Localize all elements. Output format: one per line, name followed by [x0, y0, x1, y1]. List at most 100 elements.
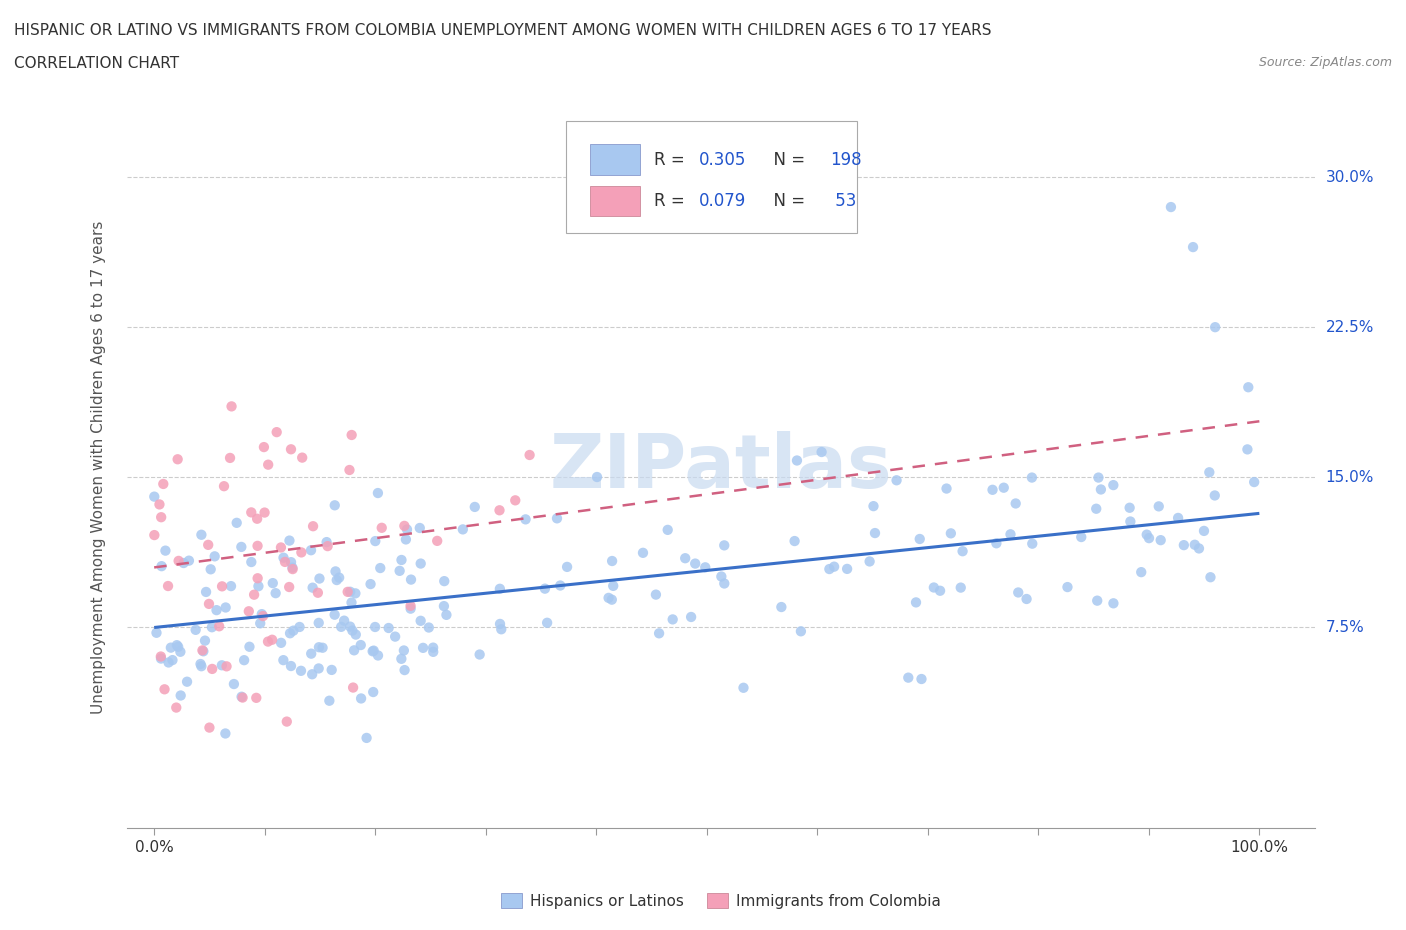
- Point: [250, 606, 273, 621]
- Point: [464, 499, 486, 514]
- Point: [519, 447, 541, 462]
- Point: [488, 503, 510, 518]
- Point: [1000, 527, 1022, 542]
- Point: [231, 689, 253, 704]
- Point: [384, 630, 406, 644]
- Point: [673, 551, 696, 565]
- Text: N =: N =: [763, 151, 811, 168]
- Point: [344, 627, 367, 642]
- Point: [148, 497, 170, 512]
- Point: [339, 619, 361, 634]
- Point: [150, 651, 173, 666]
- Point: [810, 445, 832, 459]
- Point: [1085, 593, 1108, 608]
- Point: [288, 619, 311, 634]
- Point: [418, 620, 440, 635]
- Point: [173, 555, 195, 570]
- Point: [280, 442, 302, 457]
- Point: [339, 584, 361, 599]
- Point: [283, 623, 305, 638]
- Point: [257, 634, 280, 649]
- Point: [281, 560, 304, 575]
- Point: [598, 591, 620, 605]
- Point: [200, 562, 222, 577]
- Point: [273, 653, 295, 668]
- Point: [143, 489, 166, 504]
- Point: [157, 655, 180, 670]
- Point: [489, 617, 512, 631]
- Point: [333, 613, 356, 628]
- Point: [149, 649, 172, 664]
- Point: [433, 574, 456, 589]
- Point: [344, 586, 367, 601]
- Point: [1021, 537, 1043, 551]
- Point: [233, 653, 256, 668]
- Point: [184, 622, 207, 637]
- Point: [1119, 514, 1142, 529]
- Point: [1118, 500, 1140, 515]
- Point: [536, 616, 558, 631]
- Point: [208, 618, 231, 633]
- Point: [253, 505, 276, 520]
- Point: [631, 545, 654, 560]
- Point: [326, 573, 349, 588]
- Point: [395, 522, 418, 537]
- Point: [316, 538, 339, 553]
- Point: [162, 653, 184, 668]
- Text: HISPANIC OR LATINO VS IMMIGRANTS FROM COLOMBIA UNEMPLOYMENT AMONG WOMEN WITH CHI: HISPANIC OR LATINO VS IMMIGRANTS FROM CO…: [14, 23, 991, 38]
- Point: [278, 579, 301, 594]
- Point: [1173, 538, 1195, 552]
- Point: [949, 580, 972, 595]
- Point: [422, 644, 444, 659]
- Point: [986, 536, 1008, 551]
- Point: [245, 690, 267, 705]
- Point: [1007, 585, 1029, 600]
- Point: [645, 587, 668, 602]
- Point: [367, 648, 389, 663]
- Text: N =: N =: [763, 192, 811, 209]
- Point: [201, 661, 224, 676]
- Point: [274, 554, 297, 569]
- Point: [695, 560, 717, 575]
- Point: [1204, 488, 1226, 503]
- Point: [710, 569, 733, 584]
- Point: [1015, 591, 1038, 606]
- Point: [155, 543, 177, 558]
- Point: [249, 616, 271, 631]
- Point: [270, 635, 292, 650]
- Point: [197, 538, 219, 552]
- Point: [546, 511, 568, 525]
- Point: [291, 450, 314, 465]
- Point: [231, 539, 253, 554]
- Point: [238, 604, 260, 618]
- Point: [247, 578, 270, 593]
- Point: [783, 534, 806, 549]
- Point: [243, 587, 266, 602]
- Point: [433, 599, 456, 614]
- Point: [1243, 474, 1265, 489]
- Point: [910, 671, 932, 686]
- Point: [409, 556, 432, 571]
- Point: [204, 549, 226, 564]
- Point: [205, 603, 228, 618]
- Point: [602, 578, 624, 593]
- Point: [238, 639, 260, 654]
- Point: [1188, 541, 1211, 556]
- Point: [299, 646, 322, 661]
- Point: [1167, 511, 1189, 525]
- Point: [1204, 320, 1226, 335]
- Point: [308, 616, 330, 631]
- Point: [1147, 498, 1170, 513]
- FancyBboxPatch shape: [567, 122, 858, 233]
- Point: [211, 658, 233, 672]
- Point: [190, 658, 212, 673]
- Point: [212, 479, 235, 494]
- Point: [211, 578, 233, 593]
- Point: [515, 512, 537, 526]
- Point: [363, 644, 385, 658]
- Point: [290, 663, 312, 678]
- Point: [388, 564, 411, 578]
- Point: [786, 453, 808, 468]
- Point: [1090, 482, 1112, 497]
- Point: [1136, 527, 1159, 542]
